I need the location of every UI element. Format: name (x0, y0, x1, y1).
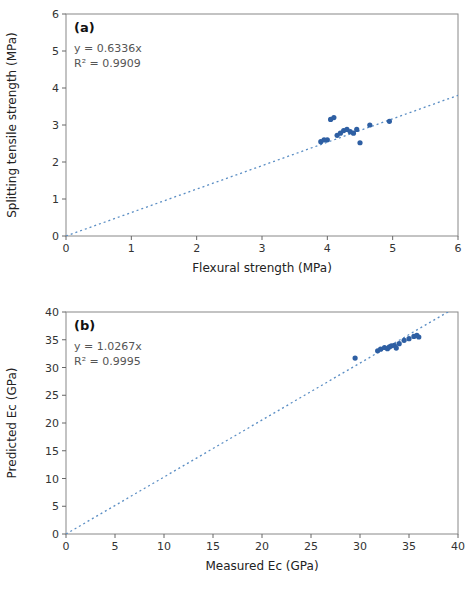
panel-label: (a) (74, 20, 95, 35)
x-tick (66, 534, 67, 538)
x-tick (115, 534, 116, 538)
y-tick (62, 395, 66, 396)
x-tick-label: 1 (128, 242, 135, 255)
y-tick (62, 367, 66, 368)
y-tick-label: 15 (45, 445, 59, 458)
scatter-point (416, 334, 421, 339)
trend-line (66, 312, 458, 534)
y-tick-label: 30 (45, 362, 59, 375)
x-tick-label: 3 (259, 242, 266, 255)
x-tick (213, 534, 214, 538)
y-tick-label: 5 (52, 500, 59, 513)
x-tick (196, 236, 197, 240)
annotation: R² = 0.9995 (74, 355, 141, 368)
plot-area (66, 312, 458, 534)
y-tick-label: 25 (45, 389, 59, 402)
y-tick (62, 199, 66, 200)
y-tick-label: 4 (52, 82, 59, 95)
scatter-point (367, 122, 372, 127)
x-tick (262, 534, 263, 538)
y-tick (62, 14, 66, 15)
scatter-point (325, 137, 330, 142)
y-tick-label: 2 (52, 156, 59, 169)
scatter-point (357, 140, 362, 145)
y-tick-label: 0 (52, 230, 59, 243)
y-tick (62, 339, 66, 340)
y-tick (62, 506, 66, 507)
x-tick (327, 236, 328, 240)
plot-frame (66, 14, 458, 236)
trend-line (66, 95, 458, 236)
y-tick-label: 6 (52, 8, 59, 21)
x-tick (131, 236, 132, 240)
y-tick-label: 35 (45, 334, 59, 347)
y-tick-label: 5 (52, 45, 59, 58)
x-tick-label: 25 (304, 540, 318, 553)
y-tick (62, 88, 66, 89)
annotation: y = 1.0267x (74, 340, 142, 353)
scatter-point (406, 336, 411, 341)
chart: 0 1 2 3 4 5 6 0 1 2 3 4 5 6 Flexural strength (MPa) Spl… (0, 0, 474, 605)
plot-frame (66, 312, 458, 534)
annotation: y = 0.6336x (74, 42, 142, 55)
x-tick-label: 4 (324, 242, 331, 255)
x-tick-label: 5 (112, 540, 119, 553)
x-tick-label: 30 (353, 540, 367, 553)
x-tick-label: 20 (255, 540, 269, 553)
panel: 0 1 2 3 4 5 6 0 1 2 3 4 5 6 Flexural strength (MPa) Spl… (5, 8, 462, 275)
y-tick (62, 478, 66, 479)
y-tick (62, 162, 66, 163)
x-tick (262, 236, 263, 240)
x-tick-label: 6 (455, 242, 462, 255)
x-tick-label: 15 (206, 540, 220, 553)
x-tick-label: 0 (63, 540, 70, 553)
y-tick-label: 0 (52, 528, 59, 541)
plot-area (66, 95, 458, 236)
y-tick (62, 534, 66, 535)
x-tick-label: 5 (389, 242, 396, 255)
x-axis-label: Flexural strength (MPa) (192, 261, 332, 275)
y-axis-label: Predicted Ec (GPa) (5, 368, 19, 479)
scatter-point (397, 341, 402, 346)
y-tick (62, 450, 66, 451)
y-tick (62, 125, 66, 126)
x-tick-label: 2 (193, 242, 200, 255)
x-tick (458, 534, 459, 538)
x-tick (392, 236, 393, 240)
y-tick (62, 236, 66, 237)
y-axis-label: Splitting tensile strength (MPa) (5, 32, 19, 218)
scatter-point (354, 127, 359, 132)
x-tick (164, 534, 165, 538)
panel-label: (b) (74, 318, 95, 333)
x-axis-label: Measured Ec (GPa) (205, 559, 318, 573)
y-tick (62, 423, 66, 424)
x-tick-label: 0 (63, 242, 70, 255)
y-tick-label: 3 (52, 119, 59, 132)
y-tick (62, 312, 66, 313)
x-tick-label: 35 (402, 540, 416, 553)
y-tick-label: 40 (45, 306, 59, 319)
x-tick (409, 534, 410, 538)
x-tick (311, 534, 312, 538)
x-tick (66, 236, 67, 240)
y-tick (62, 51, 66, 52)
y-tick-label: 10 (45, 473, 59, 486)
x-tick-label: 10 (157, 540, 171, 553)
y-tick-label: 20 (45, 417, 59, 430)
annotation: R² = 0.9909 (74, 57, 141, 70)
x-tick-label: 40 (451, 540, 465, 553)
panel: 0 5 10 15 20 25 30 35 40 0 5 10 15 20 25 30 35 40 Measured… (5, 306, 465, 573)
scatter-point (353, 355, 358, 360)
x-tick (360, 534, 361, 538)
scatter-point (394, 345, 399, 350)
y-tick-label: 1 (52, 193, 59, 206)
scatter-point (402, 338, 407, 343)
scatter-point (387, 119, 392, 124)
scatter-point (331, 115, 336, 120)
x-tick (458, 236, 459, 240)
